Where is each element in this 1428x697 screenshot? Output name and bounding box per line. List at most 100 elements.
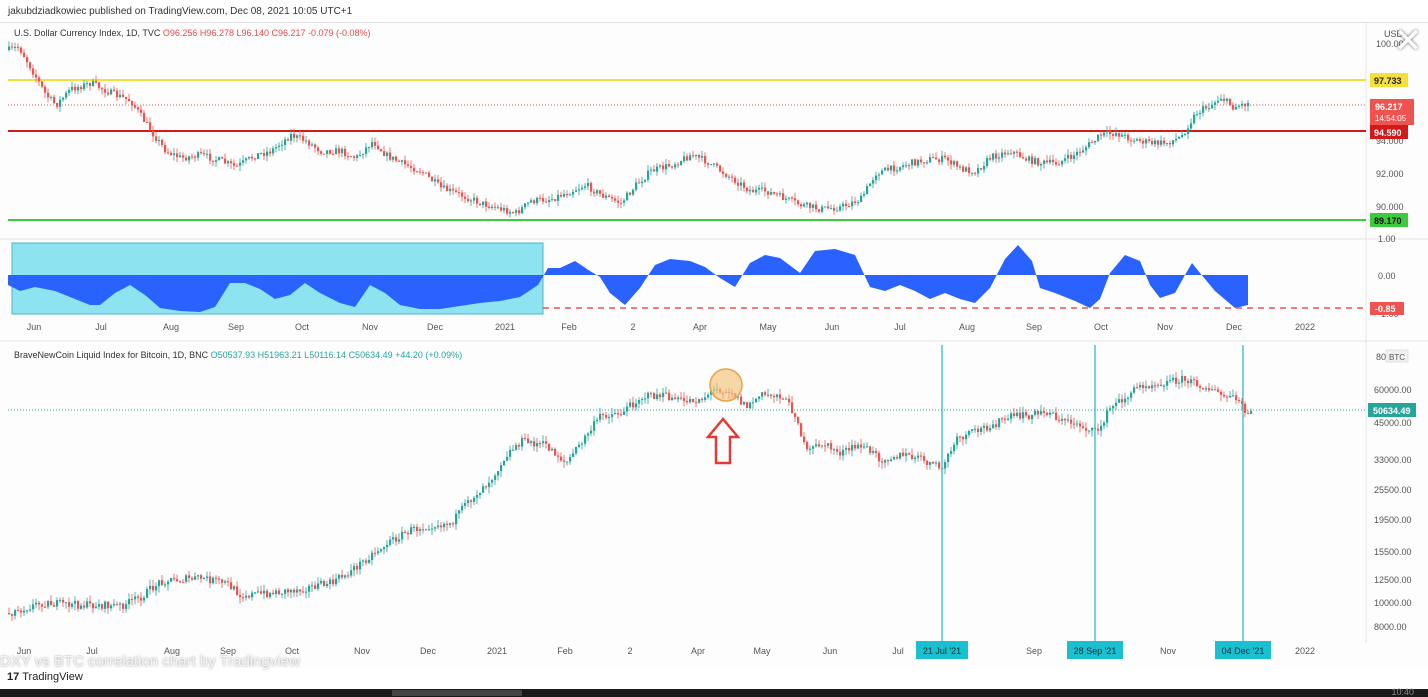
dxy-candle[interactable]	[314, 144, 317, 148]
btc-candle[interactable]	[473, 497, 476, 502]
btc-candle[interactable]	[20, 610, 23, 613]
dxy-candle[interactable]	[1211, 104, 1214, 109]
dxy-candle[interactable]	[635, 182, 638, 190]
dxy-candle[interactable]	[620, 202, 623, 204]
dxy-candle[interactable]	[503, 208, 506, 211]
btc-candle[interactable]	[992, 424, 995, 429]
btc-candle[interactable]	[296, 589, 299, 593]
btc-candle[interactable]	[1130, 392, 1133, 398]
btc-candle[interactable]	[395, 537, 398, 542]
btc-candle[interactable]	[491, 479, 494, 483]
btc-candle[interactable]	[455, 513, 458, 525]
dxy-candle[interactable]	[1154, 140, 1157, 145]
dxy-candle[interactable]	[692, 155, 695, 157]
dxy-candle[interactable]	[440, 182, 443, 188]
dxy-candle[interactable]	[377, 145, 380, 150]
btc-candle[interactable]	[1145, 386, 1148, 388]
dxy-candle[interactable]	[122, 94, 125, 97]
btc-candle[interactable]	[1160, 384, 1163, 387]
dxy-candle[interactable]	[806, 202, 809, 205]
dxy-candle[interactable]	[299, 135, 302, 137]
btc-candle[interactable]	[146, 589, 149, 598]
dxy-candle[interactable]	[1226, 98, 1229, 101]
btc-candle[interactable]	[407, 532, 410, 535]
dxy-candle[interactable]	[782, 193, 785, 200]
dxy-candle[interactable]	[107, 92, 110, 95]
btc-candle[interactable]	[1226, 396, 1229, 398]
dxy-candle[interactable]	[356, 155, 359, 158]
dxy-candle[interactable]	[851, 201, 854, 207]
btc-candle[interactable]	[398, 539, 401, 542]
btc-candle[interactable]	[236, 586, 239, 596]
dxy-candle[interactable]	[1094, 140, 1097, 143]
btc-candle[interactable]	[689, 398, 692, 403]
dxy-candle[interactable]	[842, 203, 845, 207]
correlation-last-badge[interactable]	[1370, 302, 1404, 315]
btc-candle[interactable]	[1037, 410, 1040, 415]
btc-candle[interactable]	[302, 591, 305, 593]
btc-candle[interactable]	[707, 394, 710, 398]
dxy-candle[interactable]	[884, 167, 887, 171]
btc-candle[interactable]	[650, 392, 653, 394]
dxy-candle[interactable]	[413, 167, 416, 172]
dxy-candle[interactable]	[263, 153, 266, 156]
dxy-candle[interactable]	[389, 152, 392, 160]
dxy-candle[interactable]	[920, 159, 923, 163]
dxy-candle[interactable]	[437, 179, 440, 183]
btc-candle[interactable]	[548, 443, 551, 451]
btc-candle[interactable]	[89, 601, 92, 604]
btc-candle[interactable]	[1181, 376, 1184, 383]
dxy-candle[interactable]	[575, 190, 578, 192]
btc-candle[interactable]	[1073, 423, 1076, 425]
dxy-candle[interactable]	[950, 160, 953, 165]
dxy-candle[interactable]	[1166, 143, 1169, 145]
dxy-candle[interactable]	[1193, 114, 1196, 124]
dxy-candle[interactable]	[791, 197, 794, 199]
btc-candle[interactable]	[1175, 377, 1178, 384]
btc-candle[interactable]	[467, 500, 470, 504]
dxy-candle[interactable]	[1028, 156, 1031, 161]
btc-candle[interactable]	[98, 604, 101, 607]
btc-candle[interactable]	[320, 581, 323, 584]
dxy-candle[interactable]	[275, 146, 278, 149]
dxy-candle[interactable]	[971, 172, 974, 174]
btc-candle[interactable]	[632, 402, 635, 408]
btc-candle[interactable]	[647, 392, 650, 399]
btc-candle[interactable]	[503, 460, 506, 466]
btc-candle[interactable]	[29, 609, 32, 611]
btc-candle[interactable]	[1241, 401, 1244, 404]
marker-date-badge[interactable]	[1067, 641, 1123, 659]
btc-candle[interactable]	[26, 610, 29, 612]
dxy-candle[interactable]	[857, 202, 860, 204]
btc-candle[interactable]	[362, 560, 365, 562]
btc-candle[interactable]	[182, 581, 185, 583]
dxy-candle[interactable]	[545, 201, 548, 203]
dxy-candle[interactable]	[365, 147, 368, 154]
dxy-candle[interactable]	[311, 144, 314, 146]
btc-candle[interactable]	[1079, 423, 1082, 427]
dxy-candle[interactable]	[224, 158, 227, 164]
btc-candle[interactable]	[995, 424, 998, 427]
dxy-candle[interactable]	[989, 158, 992, 160]
btc-candle[interactable]	[1187, 380, 1190, 384]
dxy-candle[interactable]	[296, 135, 299, 138]
dxy-candle[interactable]	[386, 152, 389, 156]
dxy-candle[interactable]	[647, 170, 650, 180]
btc-candle[interactable]	[620, 414, 623, 416]
dxy-candle[interactable]	[728, 176, 731, 178]
dxy-candle[interactable]	[596, 190, 599, 194]
dxy-candle[interactable]	[767, 191, 770, 195]
btc-candle[interactable]	[842, 449, 845, 456]
dxy-candle[interactable]	[719, 165, 722, 172]
btc-candle[interactable]	[1004, 418, 1007, 420]
dxy-candle[interactable]	[500, 207, 503, 211]
dxy-candle[interactable]	[623, 200, 626, 203]
btc-candle[interactable]	[869, 446, 872, 453]
marker-date-badge[interactable]	[916, 641, 968, 659]
dxy-candle[interactable]	[287, 139, 290, 141]
dxy-candle[interactable]	[827, 206, 830, 209]
btc-candle[interactable]	[95, 606, 98, 609]
btc-candle[interactable]	[881, 461, 884, 463]
btc-candle[interactable]	[470, 500, 473, 502]
btc-candle[interactable]	[152, 585, 155, 591]
